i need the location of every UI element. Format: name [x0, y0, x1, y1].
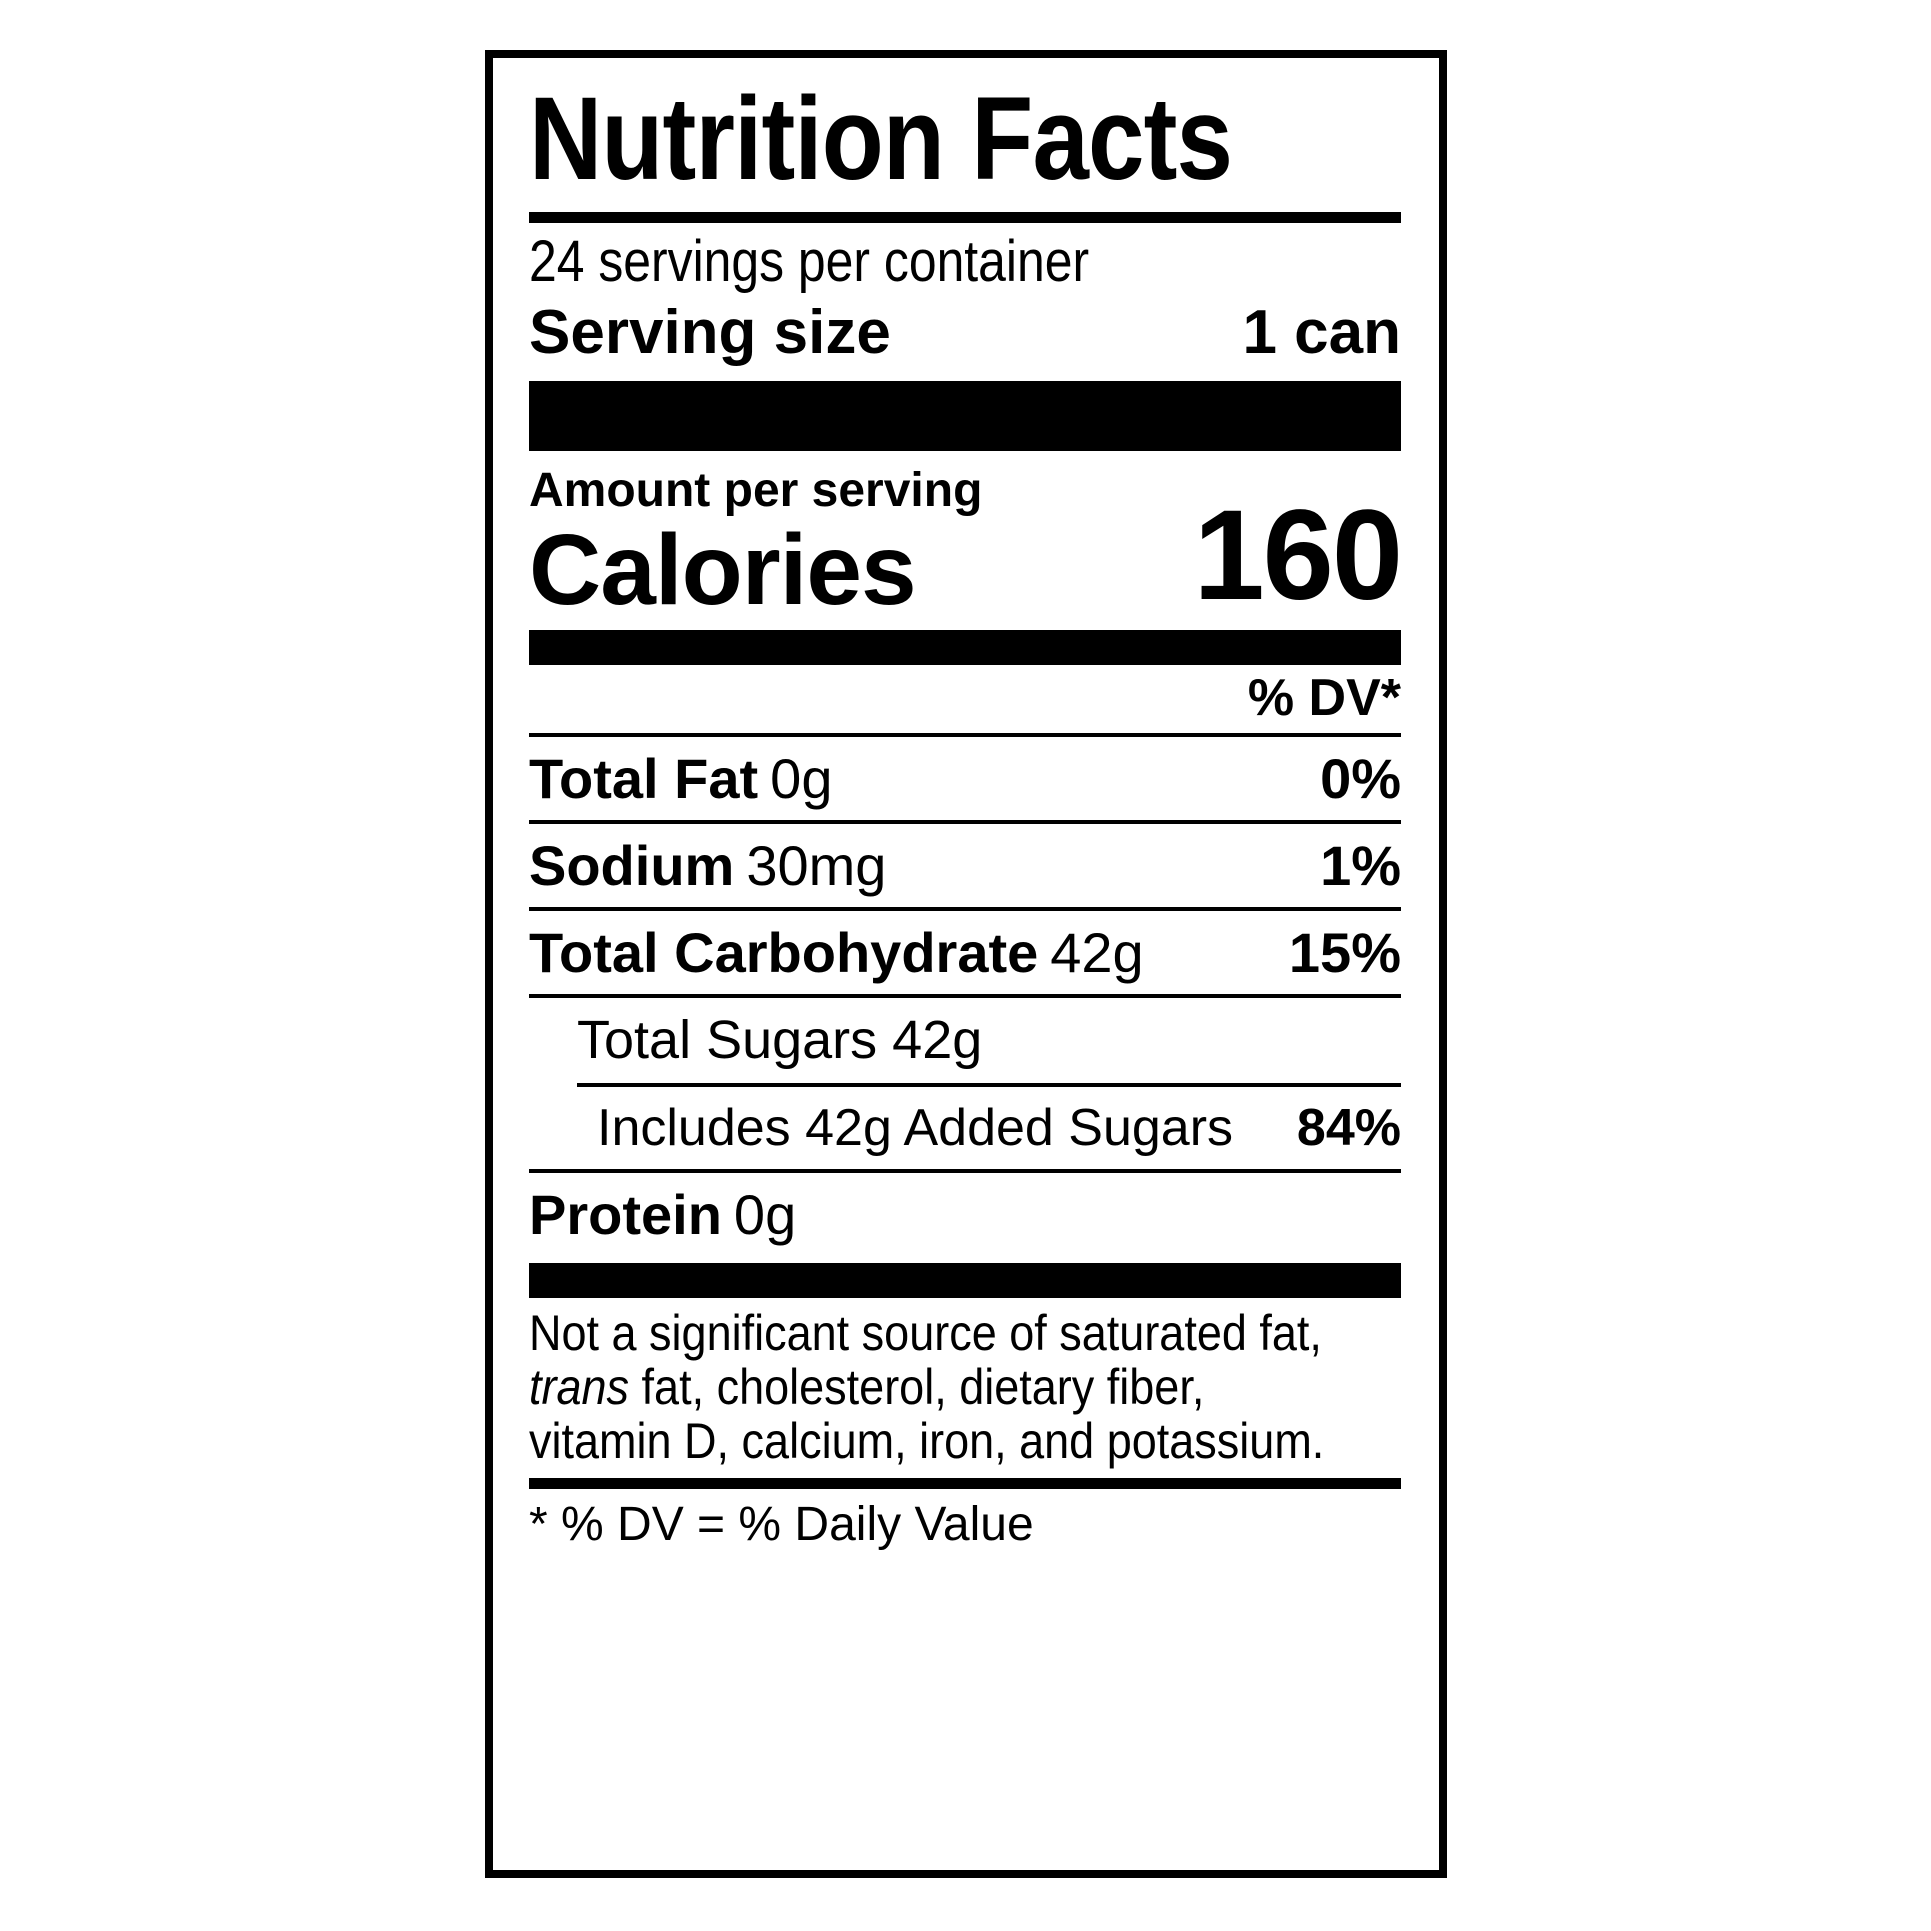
- serving-size-row: Serving size 1 can: [529, 298, 1401, 367]
- footnote-trans-italic: trans: [529, 1358, 630, 1415]
- amount-per-serving-label: Amount per serving: [529, 464, 983, 518]
- nutrient-amount-sodium: 30mg: [746, 833, 887, 897]
- daily-value-note: * % DV = % Daily Value: [529, 1497, 1034, 1551]
- nutrient-name-total-carbohydrate: Total Carbohydrate: [529, 921, 1039, 985]
- nutrient-row-protein: Protein 0g: [529, 1181, 1401, 1248]
- added-sugars-text: Includes 42g Added Sugars: [597, 1099, 1234, 1158]
- added-sugars-dv: 84%: [1296, 1099, 1401, 1158]
- serving-size-value: 1 can: [1242, 297, 1401, 367]
- nutrient-row-sodium: Sodium 30mg 1%: [529, 832, 1401, 899]
- nutrient-name-sodium: Sodium: [529, 833, 735, 897]
- nutrition-facts-label: Nutrition Facts 24 servings per containe…: [485, 50, 1447, 1878]
- servings-per-container: 24 servings per container: [529, 229, 1090, 294]
- heavy-separator-top: [529, 381, 1401, 452]
- nutrient-row-total-fat: Total Fat 0g 0%: [529, 745, 1401, 812]
- calories-row: Calories 160: [529, 483, 1403, 627]
- rule-above-sodium: [529, 819, 1401, 824]
- rule-above-protein: [529, 1169, 1401, 1174]
- nutrient-dv-total-fat: 0%: [1320, 746, 1401, 810]
- nutrient-amount-protein: 0g: [733, 1183, 797, 1247]
- footnote-line-3: vitamin D, calcium, iron, and potassium.: [529, 1412, 1325, 1469]
- nutrient-row-added-sugars: Includes 42g Added Sugars 84%: [529, 1097, 1401, 1159]
- nutrient-amount-total-carbohydrate: 42g: [1050, 921, 1144, 985]
- calories-value: 160: [1193, 483, 1403, 627]
- heavy-separator-bottom: [529, 1262, 1401, 1298]
- footnote-block: Not a significant source of saturated fa…: [529, 1306, 1400, 1468]
- nutrient-row-total-carbohydrate: Total Carbohydrate 42g 15%: [529, 919, 1401, 986]
- daily-value-header: % DV*: [1247, 668, 1401, 727]
- page-title: Nutrition Facts: [529, 73, 1233, 205]
- title-underline-rule: [529, 212, 1401, 223]
- nutrient-amount-total-fat: 0g: [770, 746, 833, 810]
- nutrient-name-protein: Protein: [529, 1183, 722, 1247]
- nutrient-name-total-fat: Total Fat: [529, 746, 759, 810]
- footnote-line-1: Not a significant source of saturated fa…: [529, 1304, 1322, 1361]
- label-content: Nutrition Facts 24 servings per containe…: [529, 58, 1403, 1870]
- footnote-line-2: trans fat, cholesterol, dietary fiber,: [529, 1360, 1400, 1414]
- nutrient-dv-total-carbohydrate: 15%: [1288, 921, 1401, 985]
- calories-label: Calories: [529, 513, 917, 626]
- rule-above-total-sugars: [529, 994, 1401, 999]
- nutrient-row-total-sugars: Total Sugars 42g: [577, 1010, 983, 1071]
- nutrient-dv-sodium: 1%: [1320, 833, 1401, 897]
- rule-above-total-fat: [529, 732, 1401, 737]
- rule-above-total-carbohydrate: [529, 907, 1401, 912]
- footnote-line-2-rest: fat, cholesterol, dietary fiber,: [629, 1358, 1205, 1415]
- rule-above-dv-note: [529, 1477, 1401, 1489]
- rule-above-added-sugars: [577, 1083, 1401, 1088]
- serving-size-label: Serving size: [529, 297, 891, 367]
- calories-separator-rule: [529, 629, 1401, 665]
